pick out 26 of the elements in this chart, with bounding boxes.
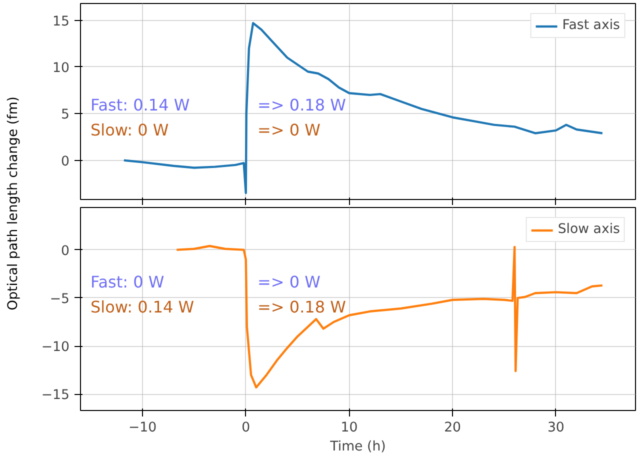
annotation: => 0 W bbox=[258, 120, 321, 140]
y-tick-label: 0 bbox=[61, 154, 70, 170]
x-axis-title: Time (h) bbox=[329, 440, 386, 454]
x-tick-label: −10 bbox=[128, 420, 157, 436]
y-tick-label: −15 bbox=[41, 388, 70, 404]
y-tick-label: 0 bbox=[61, 244, 70, 259]
annotation: Fast: 0 W bbox=[90, 272, 164, 292]
y-tick-label: −10 bbox=[41, 340, 70, 356]
annotation: Fast: 0.14 W bbox=[90, 96, 190, 114]
annotation: => 0 W bbox=[258, 272, 321, 292]
x-tick-label: 30 bbox=[547, 420, 564, 436]
x-tick-label: 20 bbox=[444, 420, 462, 436]
legend-label: Fast axis bbox=[562, 18, 620, 33]
y-tick-label: 10 bbox=[52, 60, 70, 76]
annotation: Slow: 0 W bbox=[90, 120, 169, 140]
y-tick-label: −5 bbox=[50, 292, 70, 307]
y-axis-title: Optical path length change (fm) bbox=[6, 96, 22, 310]
line-series bbox=[176, 244, 604, 389]
legend-label: Slow axis bbox=[558, 222, 620, 237]
x-tick-label: 10 bbox=[340, 420, 358, 436]
annotation: Slow: 0.14 W bbox=[90, 298, 194, 316]
y-tick-label: 15 bbox=[52, 14, 70, 30]
annotation: => 0.18 W bbox=[258, 96, 346, 114]
y-tick-label: 5 bbox=[61, 108, 70, 123]
annotation: => 0.18 W bbox=[258, 298, 346, 316]
x-tick-label: 0 bbox=[242, 420, 250, 436]
